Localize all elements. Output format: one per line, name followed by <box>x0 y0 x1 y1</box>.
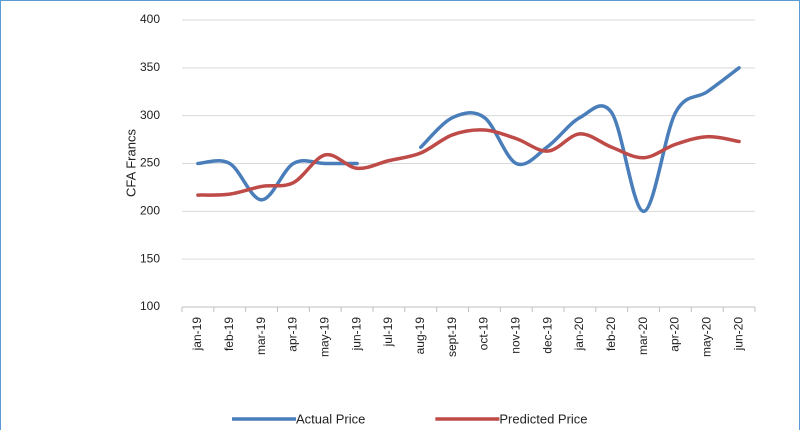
y-tick-label: 200 <box>140 204 160 218</box>
x-tick-label: may-20 <box>699 317 713 357</box>
y-tick-label: 100 <box>140 299 160 313</box>
x-tick-label: mar-20 <box>636 317 650 355</box>
x-tick-label: aug-19 <box>413 317 427 355</box>
legend-label: Predicted Price <box>499 411 587 426</box>
series-line <box>196 128 741 197</box>
legend-label: Actual Price <box>296 411 365 426</box>
y-tick-label: 350 <box>140 60 160 74</box>
x-tick-label: jun-19 <box>349 317 363 352</box>
x-tick-label: jan-19 <box>190 317 204 352</box>
series-line <box>196 66 741 214</box>
x-tick-label: mar-19 <box>254 317 268 355</box>
x-tick-label: oct-19 <box>477 317 491 351</box>
x-tick-label: sept-19 <box>445 317 459 357</box>
x-tick-label: feb-20 <box>604 317 618 351</box>
x-tick-label: jan-20 <box>572 317 586 352</box>
y-tick-label: 400 <box>140 12 160 26</box>
x-tick-label: dec-19 <box>540 317 554 354</box>
x-tick-label: apr-19 <box>286 317 300 352</box>
x-tick-label: jul-19 <box>381 317 395 348</box>
x-tick-label: may-19 <box>317 317 331 357</box>
x-tick-label: jun-20 <box>731 317 745 352</box>
x-tick-label: feb-19 <box>222 317 236 351</box>
x-tick-label: nov-19 <box>508 317 522 354</box>
x-tick-label: apr-20 <box>668 317 682 352</box>
y-axis-label: CFA Francs <box>123 129 138 197</box>
y-tick-label: 150 <box>140 251 160 265</box>
y-tick-label: 250 <box>140 156 160 170</box>
y-tick-label: 300 <box>140 108 160 122</box>
